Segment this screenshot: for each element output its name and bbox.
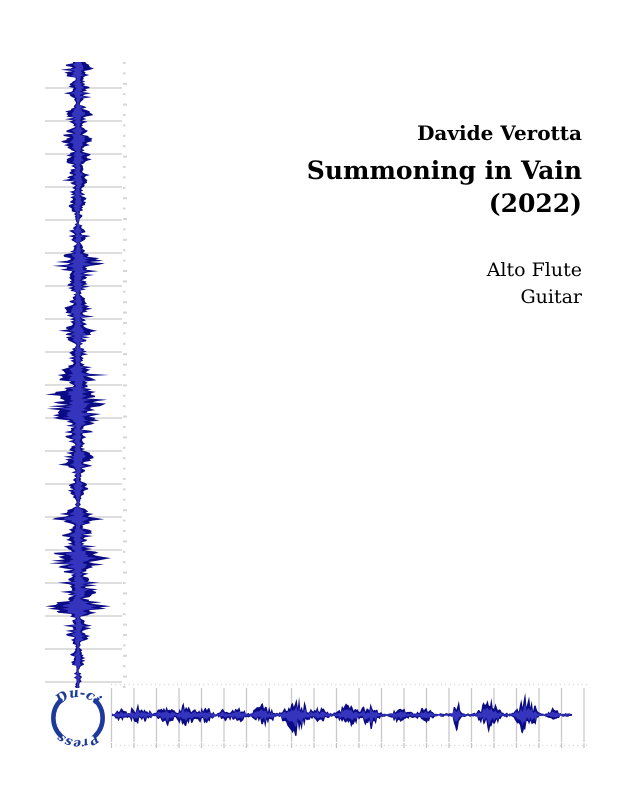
logo-ring-left-arc <box>51 698 63 738</box>
instrumentation-list: Alto Flute Guitar <box>307 257 582 311</box>
work-title: Summoning in Vain <box>306 156 582 185</box>
logo-ring-right-arc <box>93 698 105 738</box>
vertical-waveform-core <box>59 62 98 688</box>
instrument-alto-flute: Alto Flute <box>486 259 582 281</box>
credits-block: Davide Verotta Summoning in Vain (2022) … <box>307 121 582 311</box>
horizontal-strip-ruler-ticks <box>110 683 590 748</box>
horizontal-waveform-core <box>112 702 572 727</box>
instrument-guitar: Guitar <box>520 286 582 308</box>
work-year: (2022) <box>488 189 582 218</box>
publisher-logo: Du-ci Press <box>51 686 105 750</box>
composer-name: Davide Verotta <box>417 121 582 145</box>
vertical-strip-ruler-ticks <box>123 62 127 688</box>
